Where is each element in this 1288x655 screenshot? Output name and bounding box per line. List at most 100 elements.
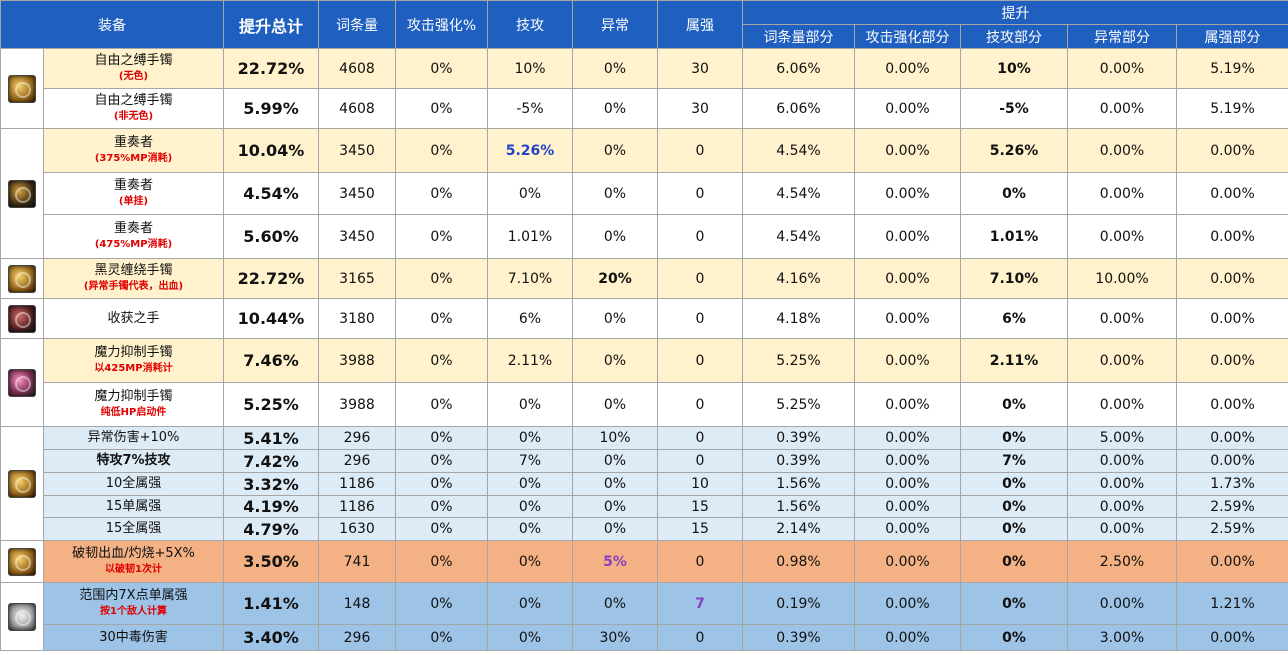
abnormal-part-cell: 0.00% <box>1067 472 1177 496</box>
skill-part-cell: 0% <box>960 624 1068 651</box>
skill-part-cell: 6% <box>960 298 1068 339</box>
header-skill-atk: 技攻 <box>487 0 573 49</box>
entry-cell: 4608 <box>318 48 396 89</box>
header-abnormal: 异常 <box>572 0 658 49</box>
abnormal-part-cell: 0.00% <box>1067 88 1177 129</box>
skill-cell: 0% <box>487 426 573 450</box>
entry-cell: 296 <box>318 426 396 450</box>
skill-part-cell: 1.01% <box>960 214 1068 259</box>
element-cell: 0 <box>657 426 743 450</box>
entry-cell: 1630 <box>318 517 396 541</box>
abnormal-cell: 0% <box>572 382 658 427</box>
skill-part-cell: -5% <box>960 88 1068 129</box>
entry-cell: 3450 <box>318 214 396 259</box>
skill-cell: 0% <box>487 495 573 518</box>
element-part-cell: 0.00% <box>1175 258 1288 299</box>
equipment-note: (单挂) <box>118 195 149 207</box>
atk-cell: 0% <box>395 298 488 339</box>
element-cell: 0 <box>657 382 743 427</box>
entry-part-cell: 5.25% <box>742 338 855 383</box>
gold-ring-icon <box>8 547 36 576</box>
abnormal-cell: 0% <box>572 517 658 541</box>
entry-cell: 3450 <box>318 172 396 215</box>
entry-part-cell: 5.25% <box>742 382 855 427</box>
entry-part-cell: 4.54% <box>742 172 855 215</box>
skill-cell: 0% <box>487 540 573 583</box>
atk-part-cell: 0.00% <box>854 338 961 383</box>
atk-cell: 0% <box>395 258 488 299</box>
total-cell: 5.25% <box>223 382 319 427</box>
equipment-name: 自由之缚手镯 <box>94 52 173 68</box>
skill-cell: 2.11% <box>487 338 573 383</box>
total-cell: 5.41% <box>223 426 319 450</box>
abnormal-part-cell: 5.00% <box>1067 426 1177 450</box>
element-cell: 30 <box>657 88 743 129</box>
entry-cell: 1186 <box>318 495 396 518</box>
table-row: 15全属强 4.79% 1630 0% 0% 0% 15 2.14% 0.00%… <box>0 517 1288 541</box>
gold-bracelet-icon <box>8 74 36 103</box>
equipment-name: 异常伤害+10% <box>87 430 180 445</box>
entry-cell: 3988 <box>318 382 396 427</box>
table-row: 重奏者 (475%MP消耗) 5.60% 3450 0% 1.01% 0% 0 4… <box>0 214 1288 259</box>
element-cell: 0 <box>657 214 743 259</box>
header-atk-part: 攻击强化部分 <box>854 24 961 49</box>
abnormal-part-cell: 0.00% <box>1067 48 1177 89</box>
equipment-note: (异常手镯代表，出血) <box>83 280 184 292</box>
header-entry-part: 词条量部分 <box>742 24 855 49</box>
equipment-note: 以破韧1次计 <box>105 563 162 575</box>
entry-cell: 3180 <box>318 298 396 339</box>
equipment-name: 黑灵缠绕手镯 <box>94 262 173 278</box>
abnormal-cell: 0% <box>572 172 658 215</box>
skill-cell: 7.10% <box>487 258 573 299</box>
atk-part-cell: 0.00% <box>854 382 961 427</box>
total-cell: 3.32% <box>223 472 319 496</box>
abnormal-part-cell: 0.00% <box>1067 172 1177 215</box>
atk-cell: 0% <box>395 540 488 583</box>
atk-part-cell: 0.00% <box>854 517 961 541</box>
equipment-name: 15全属强 <box>105 521 162 536</box>
entry-part-cell: 4.54% <box>742 214 855 259</box>
skill-part-cell: 0% <box>960 382 1068 427</box>
entry-part-cell: 1.56% <box>742 472 855 496</box>
table-row: 黑灵缠绕手镯 (异常手镯代表，出血) 22.72% 3165 0% 7.10% 2… <box>0 258 1288 299</box>
entry-part-cell: 0.98% <box>742 540 855 583</box>
atk-cell: 0% <box>395 214 488 259</box>
entry-part-cell: 0.19% <box>742 582 855 625</box>
atk-part-cell: 0.00% <box>854 540 961 583</box>
table-row: 魔力抑制手镯 纯低HP启动件 5.25% 3988 0% 0% 0% 0 5.25… <box>0 382 1288 427</box>
entry-cell: 741 <box>318 540 396 583</box>
atk-part-cell: 0.00% <box>854 472 961 496</box>
skill-cell: 1.01% <box>487 214 573 259</box>
abnormal-part-cell: 0.00% <box>1067 128 1177 173</box>
abnormal-cell: 0% <box>572 214 658 259</box>
element-part-cell: 0.00% <box>1175 449 1288 473</box>
atk-cell: 0% <box>395 172 488 215</box>
element-part-cell: 0.00% <box>1175 214 1288 259</box>
element-part-cell: 0.00% <box>1175 128 1288 173</box>
skill-part-cell: 5.26% <box>960 128 1068 173</box>
element-cell: 0 <box>657 449 743 473</box>
equipment-name: 魔力抑制手镯 <box>94 388 173 404</box>
entry-part-cell: 0.39% <box>742 624 855 651</box>
skill-cell: 0% <box>487 472 573 496</box>
equipment-name: 30中毒伤害 <box>99 629 168 645</box>
entry-cell: 3165 <box>318 258 396 299</box>
entry-part-cell: 0.39% <box>742 426 855 450</box>
element-cell: 15 <box>657 495 743 518</box>
element-part-cell: 0.00% <box>1175 382 1288 427</box>
entry-part-cell: 6.06% <box>742 48 855 89</box>
entry-cell: 296 <box>318 449 396 473</box>
header-atk-boost: 攻击强化% <box>395 0 488 49</box>
atk-cell: 0% <box>395 48 488 89</box>
table-row: 范围内7X点单属强 按1个敌人计算 1.41% 148 0% 0% 0% 7 0.… <box>0 582 1288 651</box>
fox-mask-icon <box>8 602 36 631</box>
element-cell: 7 <box>657 582 743 625</box>
equipment-name: 重奏者 <box>113 220 153 236</box>
atk-cell: 0% <box>395 449 488 473</box>
entry-cell: 3450 <box>318 128 396 173</box>
element-cell: 15 <box>657 517 743 541</box>
element-part-cell: 1.73% <box>1175 472 1288 496</box>
skill-cell: 0% <box>487 517 573 541</box>
equipment-name: 特攻7%技攻 <box>96 453 171 468</box>
abnormal-part-cell: 0.00% <box>1067 582 1177 625</box>
